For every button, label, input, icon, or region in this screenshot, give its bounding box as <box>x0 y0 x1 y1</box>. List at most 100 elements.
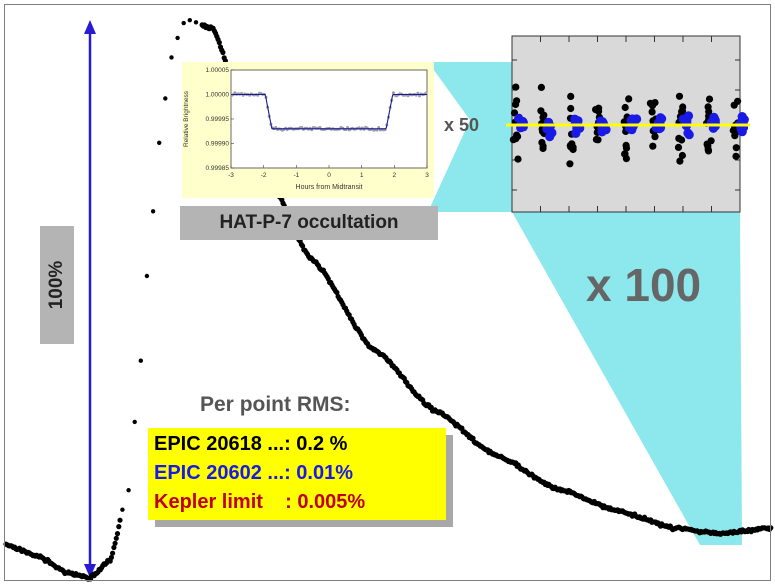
residual-point-black <box>621 103 629 112</box>
residual-point-black <box>705 95 714 103</box>
zoom-factor-large: x 100 <box>586 259 702 311</box>
rms-row-kepler-limit: Kepler limit : 0.005% <box>154 491 366 513</box>
occultation-point <box>424 91 428 95</box>
residual-point-black <box>732 152 740 160</box>
occultation-label: HAT-P-7 occultation <box>180 206 438 240</box>
amplitude-label: 100% <box>40 226 74 344</box>
residual-point-black <box>705 107 713 116</box>
light-curve-point <box>108 554 114 561</box>
residual-point-black <box>676 157 684 165</box>
occultation-ytick-label: 0.99990 <box>206 141 230 148</box>
light-curve-point <box>169 55 174 60</box>
residual-point-black <box>592 106 600 114</box>
residual-point-black <box>678 151 687 160</box>
residual-point-black <box>675 92 684 100</box>
zoom-factor-small: x 50 <box>444 115 480 135</box>
occultation-axes: -3 -2 -1 0 1 2 3 1.00005 1.00000 0.99995 0.99990 0.… <box>206 67 430 179</box>
residual-point-black <box>648 108 656 116</box>
light-curve-point <box>117 517 123 523</box>
residual-point-blue <box>570 114 580 124</box>
residual-point-black <box>730 101 738 109</box>
zoom-highlight-large <box>512 212 742 545</box>
rms-row-epic-20602: EPIC 20602 ...: 0.01% <box>154 462 354 484</box>
light-curve-point <box>138 358 143 363</box>
light-curve-point <box>150 209 156 214</box>
occultation-ylabel: Relative Brightness <box>183 90 190 147</box>
occultation-ytick-label: 0.99995 <box>206 116 230 123</box>
residual-point-blue <box>710 115 720 125</box>
residual-point-black <box>538 138 546 147</box>
occultation-model-line <box>231 93 427 130</box>
occultation-ytick-label: 1.00005 <box>206 67 230 74</box>
residual-point-black <box>539 113 547 121</box>
light-curve-point <box>181 20 186 26</box>
light-curve-point <box>144 273 150 279</box>
residual-point-black <box>621 150 629 158</box>
occultation-xtick-label: 1 <box>360 172 364 179</box>
residual-point-black <box>651 133 659 141</box>
residual-point-blue <box>683 128 693 138</box>
residual-point-black <box>648 102 657 110</box>
occultation-xlabel: Hours from Midtransit <box>296 184 363 191</box>
residual-point-black <box>567 104 575 113</box>
light-curve-point <box>768 525 774 531</box>
residual-point-black <box>704 146 712 154</box>
light-curve-point <box>187 18 192 23</box>
residual-point-black <box>649 142 657 150</box>
residual-point-black <box>625 95 633 103</box>
residual-point-black <box>512 83 520 91</box>
occultation-xtick-label: 3 <box>425 172 429 179</box>
light-curve-point <box>334 289 340 296</box>
zoom-highlight-small <box>428 62 512 212</box>
residual-point-black <box>732 144 740 152</box>
light-curve-point <box>220 49 226 56</box>
residual-point-blue <box>601 125 611 135</box>
residual-point-black <box>592 135 601 144</box>
occultation-xtick-label: -3 <box>228 172 234 179</box>
residual-point-black <box>514 155 522 163</box>
residual-point-blue <box>627 125 637 135</box>
light-curve-point <box>175 35 180 41</box>
residual-point-black <box>511 100 520 109</box>
residual-point-black <box>622 141 630 149</box>
zoom-axis-ticks <box>512 36 740 212</box>
occultation-point <box>391 91 395 95</box>
residual-point-black <box>703 140 711 148</box>
residual-point-black <box>678 136 686 144</box>
occultation-ytick-label: 0.99985 <box>206 165 230 172</box>
light-curve-point <box>114 531 121 537</box>
rms-title: Per point RMS: <box>200 393 351 416</box>
rms-box: EPIC 20618 ...: 0.2 % EPIC 20602 ...: 0.… <box>148 428 446 520</box>
residual-point-black <box>537 83 546 91</box>
light-curve-point <box>110 550 116 556</box>
residual-point-black <box>568 140 576 148</box>
occultation-xtick-label: -2 <box>261 172 267 179</box>
light-curve-point <box>157 140 162 145</box>
amplitude-arrow <box>84 20 96 578</box>
occultation-xtick-label: -1 <box>293 172 299 179</box>
residual-point-black <box>567 92 575 100</box>
light-curve-point <box>132 419 137 425</box>
occultation-ytick-label: 1.00000 <box>206 92 230 99</box>
residual-point-black <box>539 144 547 153</box>
occultation-points <box>230 91 428 132</box>
occultation-xtick-label: 0 <box>327 172 331 179</box>
occultation-xtick-label: 2 <box>393 172 397 179</box>
light-curve-point <box>193 20 199 25</box>
residual-point-black <box>566 160 574 168</box>
light-curve-point <box>112 540 118 546</box>
light-curve-point <box>163 96 168 101</box>
residual-point-black <box>674 143 683 151</box>
light-curve-point <box>113 535 119 541</box>
light-curve-point <box>116 524 122 530</box>
zoom-residual-panel <box>506 35 750 213</box>
rms-row-epic-20618: EPIC 20618 ...: 0.2 % <box>154 433 348 455</box>
amplitude-label-text: 100% <box>46 260 67 310</box>
light-curve-point <box>120 507 125 512</box>
residual-point-black <box>509 136 517 144</box>
occultation-inset: -3 -2 -1 0 1 2 3 1.00005 1.00000 0.99995 0.99990 0.… <box>182 62 434 198</box>
light-curve-point <box>216 39 222 46</box>
light-curve-point <box>126 488 131 493</box>
residual-point-blue <box>545 132 555 142</box>
